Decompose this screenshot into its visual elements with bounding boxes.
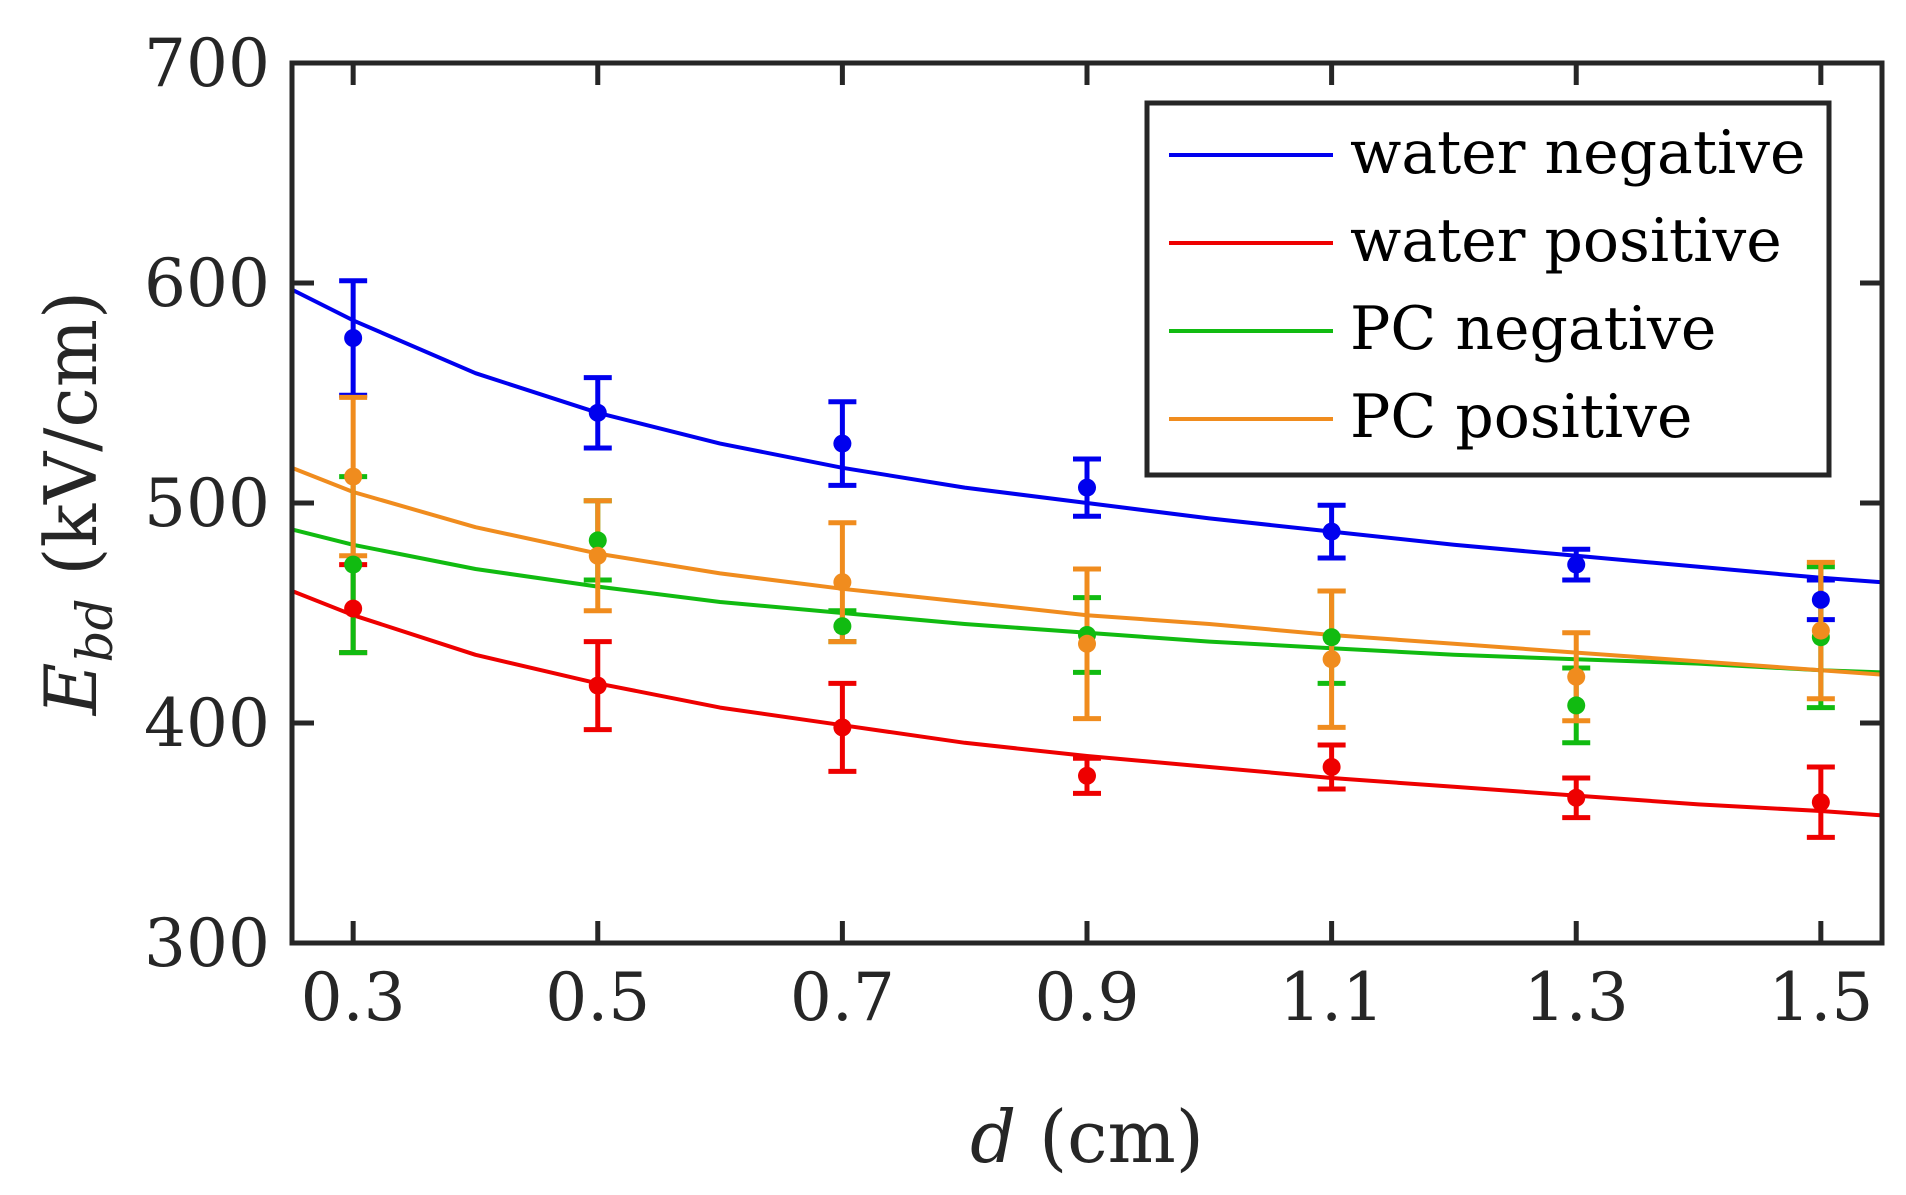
x-axis-title: d (cm): [970, 1095, 1204, 1179]
data-points: [344, 329, 1830, 812]
data-point-water-negative: [1567, 555, 1586, 574]
data-point-water-negative: [1322, 522, 1341, 541]
x-tick-label: 1.1: [1279, 959, 1384, 1036]
data-point-pc-positive: [344, 467, 363, 486]
y-tick-labels: 300 400 500 600 700: [144, 25, 270, 982]
data-point-pc-negative: [588, 531, 607, 550]
legend-label-pc-negative: PC negative: [1350, 294, 1716, 364]
data-point-pc-positive: [1322, 650, 1341, 669]
x-tick-label: 1.3: [1524, 959, 1629, 1036]
y-tick-label: 300: [144, 905, 270, 982]
axis-ticks: [292, 60, 1882, 946]
data-point-water-negative: [344, 329, 363, 347]
data-point-pc-positive: [1567, 667, 1586, 686]
data-point-water-positive: [1078, 766, 1096, 785]
x-tick-label: 1.5: [1768, 959, 1873, 1036]
data-point-water-negative: [1811, 590, 1830, 609]
data-point-pc-positive: [1811, 621, 1830, 640]
data-point-pc-negative: [344, 555, 363, 574]
data-point-water-negative: [1078, 478, 1096, 497]
y-tick-label: 700: [144, 25, 270, 102]
data-point-water-positive: [1567, 788, 1586, 807]
data-point-water-positive: [1811, 793, 1830, 812]
y-axis-title: Ebd (kV/cm): [29, 291, 124, 717]
data-point-water-positive: [1322, 758, 1341, 776]
legend-box: [1144, 100, 1832, 478]
data-point-water-negative: [833, 434, 852, 453]
y-tick-label: 400: [144, 685, 270, 762]
legend-label-water-positive: water positive: [1350, 206, 1782, 276]
x-tick-label: 0.7: [790, 959, 895, 1036]
legend-label-pc-positive: PC positive: [1350, 382, 1693, 452]
x-tick-labels: 0.3 0.5 0.7 0.9 1.1 1.3 1.5: [301, 959, 1874, 1036]
legend-label-water-negative: water negative: [1350, 118, 1806, 188]
data-point-pc-positive: [588, 546, 607, 565]
y-tick-label: 600: [144, 245, 270, 322]
y-tick-label: 500: [144, 465, 270, 542]
data-point-pc-negative: [833, 617, 852, 636]
x-tick-label: 0.9: [1035, 959, 1140, 1036]
data-point-water-positive: [833, 718, 852, 737]
data-point-pc-positive: [833, 573, 852, 592]
data-point-pc-positive: [1078, 634, 1096, 653]
data-point-water-positive: [588, 676, 607, 695]
data-point-pc-negative: [1322, 628, 1341, 647]
legend: water negative water positive PC negative P…: [1144, 100, 1832, 478]
data-point-pc-negative: [1567, 696, 1586, 715]
x-tick-label: 0.5: [545, 959, 650, 1036]
data-point-water-positive: [344, 599, 363, 618]
error-bars: [339, 278, 1835, 840]
data-point-water-negative: [588, 403, 607, 422]
x-tick-label: 0.3: [301, 959, 406, 1036]
